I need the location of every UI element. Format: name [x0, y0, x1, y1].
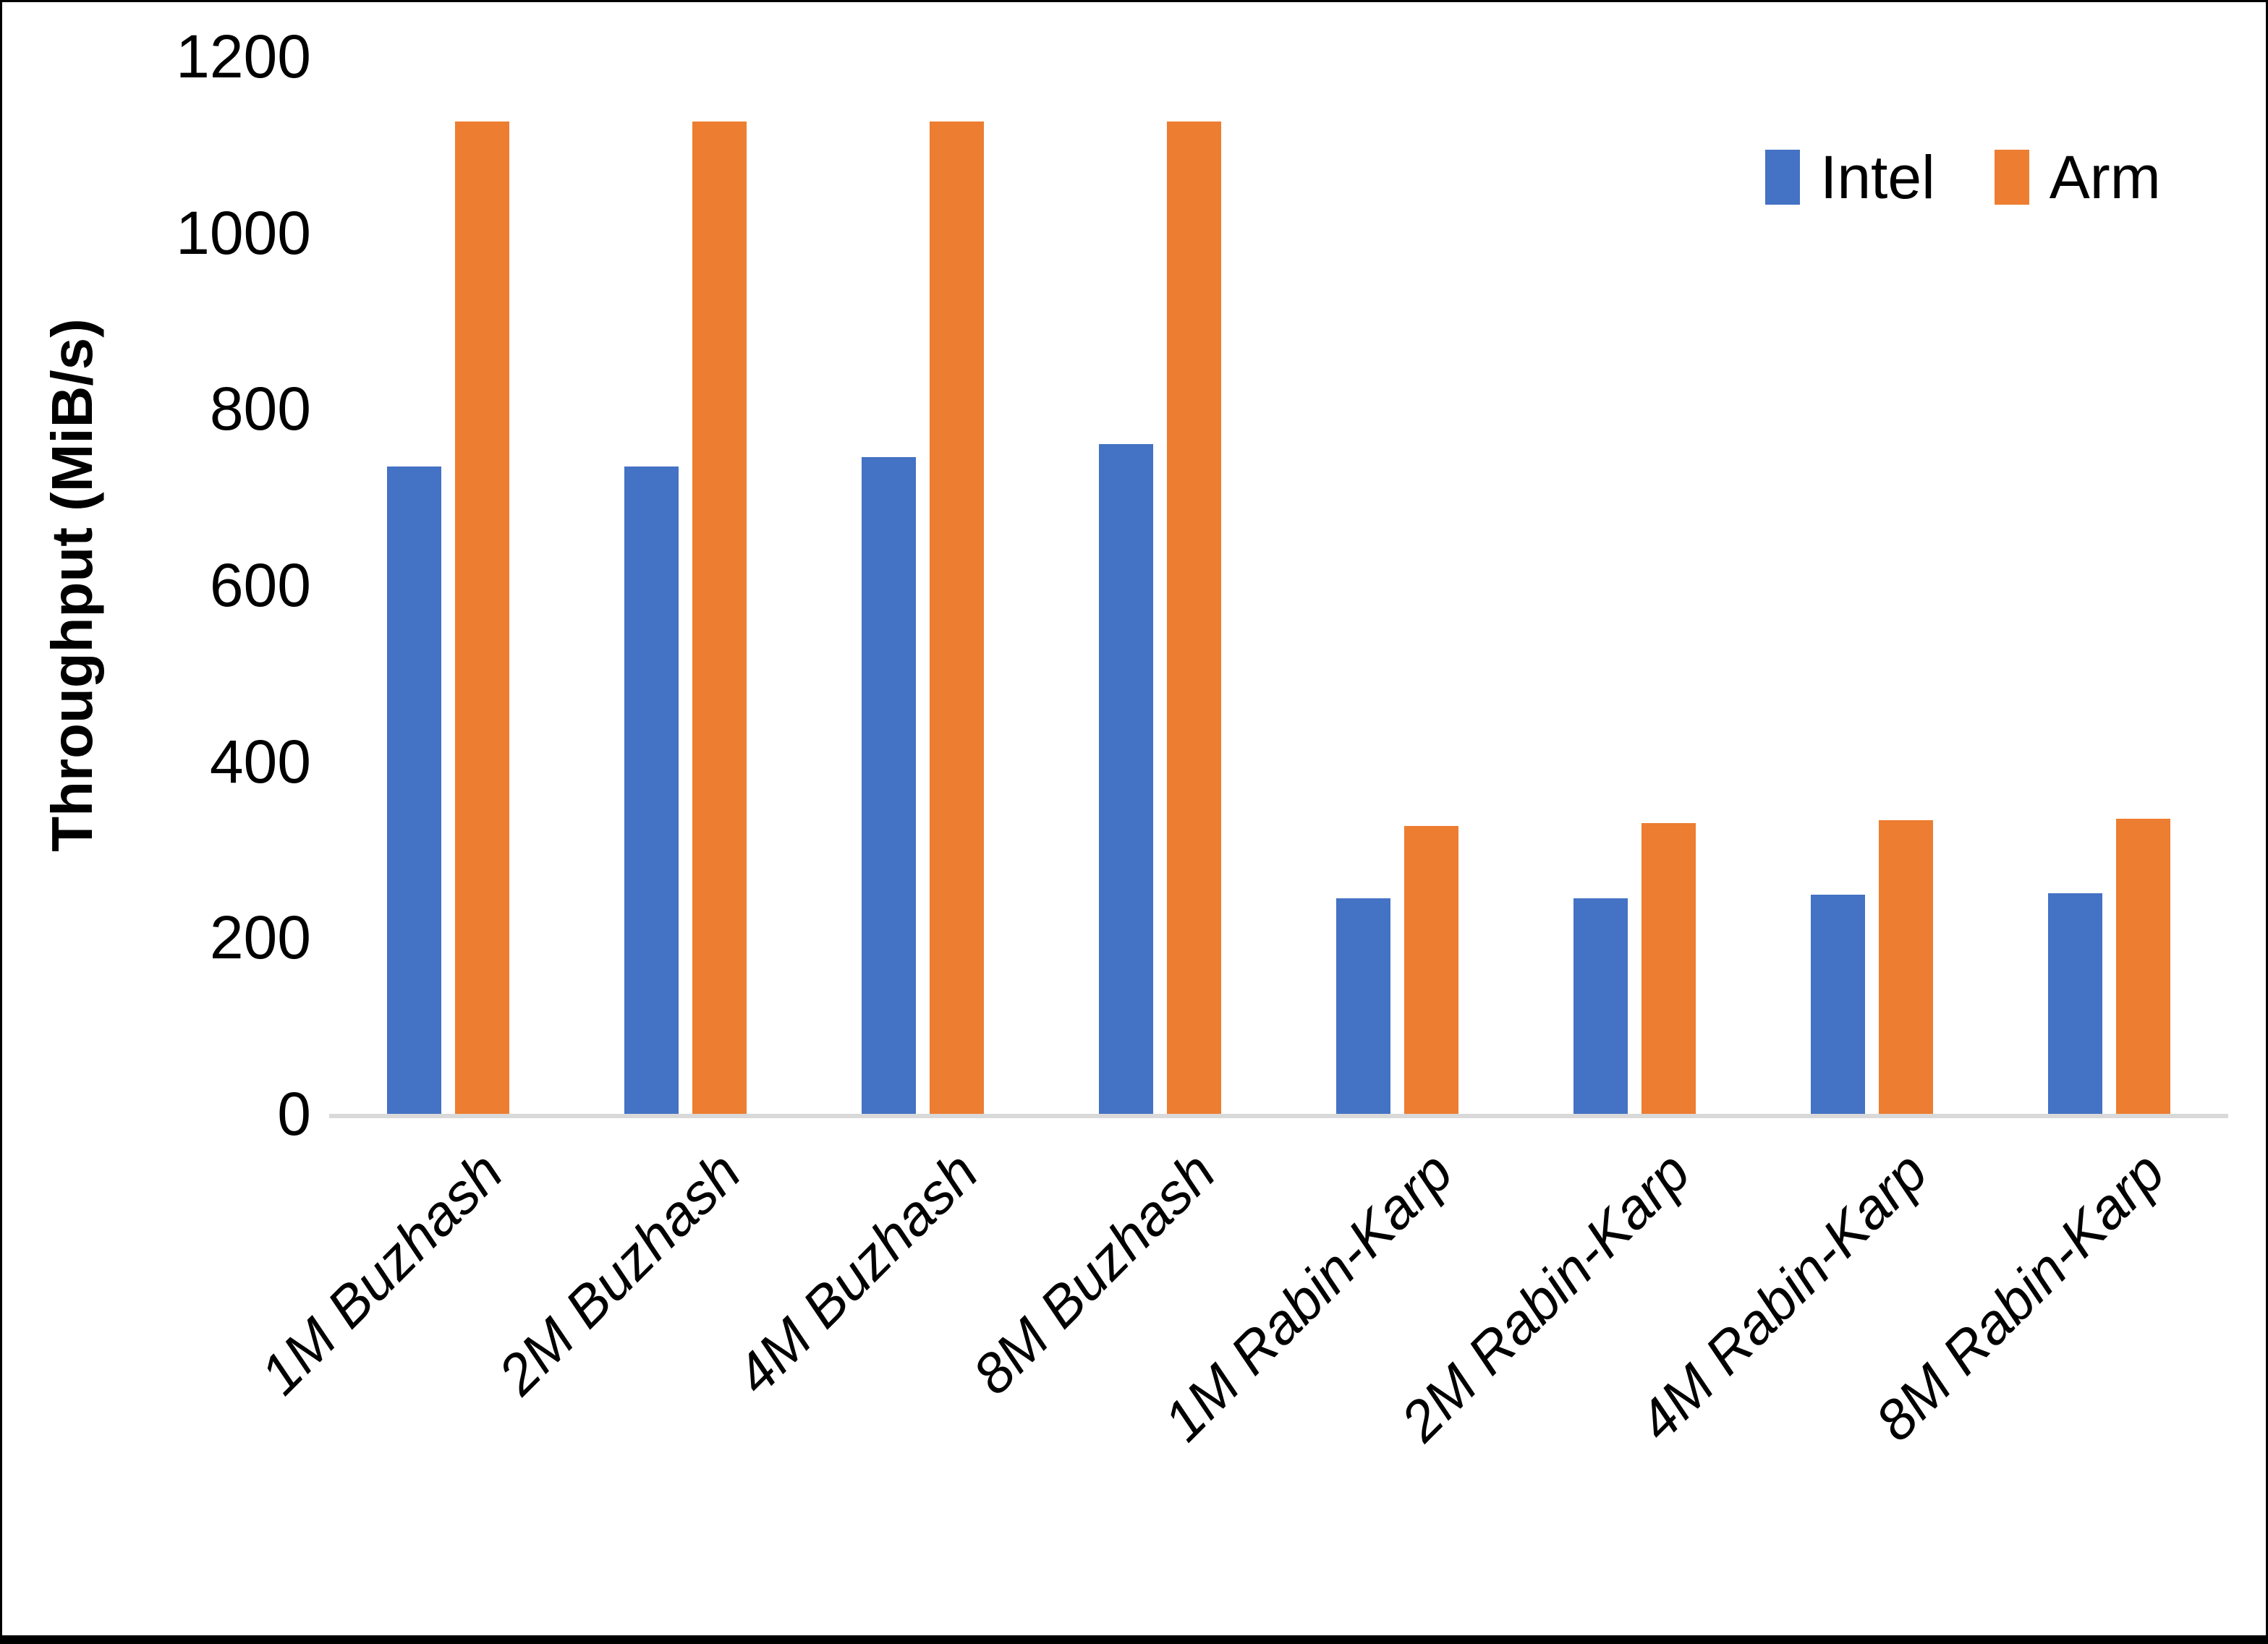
frame-border-left — [0, 0, 2, 1644]
intel-swatch-icon — [1765, 150, 1800, 205]
arm-bar — [1166, 122, 1221, 1114]
legend-entry-arm: Arm — [1994, 143, 2161, 211]
arm-bar — [1641, 823, 1696, 1114]
frame-border-right — [2266, 0, 2268, 1644]
legend-label-arm: Arm — [2049, 143, 2161, 211]
intel-bar — [386, 467, 441, 1114]
intel-bar — [2048, 893, 2103, 1114]
intel-bar — [624, 467, 679, 1114]
bar-group-6 — [1573, 823, 1696, 1114]
arm-bar — [1879, 820, 1934, 1114]
y-tick-label: 600 — [209, 551, 311, 619]
x-category-label: 4M Buzhash — [723, 1139, 990, 1407]
intel-bar — [1098, 444, 1153, 1114]
bar-group-4 — [1098, 122, 1221, 1114]
x-category-label: 8M Buzhash — [960, 1139, 1228, 1407]
y-tick-label: 1000 — [176, 198, 311, 267]
arm-swatch-icon — [1994, 150, 2029, 205]
arm-bar — [2116, 819, 2171, 1114]
intel-bar — [1573, 898, 1628, 1114]
y-tick-label: 1200 — [176, 22, 311, 90]
frame-border-top — [0, 0, 2268, 2]
bar-group-2 — [624, 122, 747, 1114]
bar-group-1 — [386, 122, 509, 1114]
intel-bar — [1336, 898, 1391, 1114]
bar-group-7 — [1811, 820, 1934, 1114]
arm-bar — [929, 122, 984, 1114]
intel-bar — [1811, 895, 1866, 1114]
legend: Intel Arm — [1765, 147, 2161, 208]
plot-area — [329, 56, 2228, 1114]
intel-bar — [861, 457, 916, 1114]
arm-bar — [692, 122, 747, 1114]
y-tick-label: 0 — [277, 1080, 311, 1148]
arm-bar — [1404, 826, 1459, 1114]
bar-group-3 — [861, 122, 984, 1114]
bar-group-5 — [1336, 826, 1459, 1114]
y-tick-label: 200 — [209, 903, 311, 972]
x-category-label: 2M Buzhash — [485, 1139, 753, 1407]
bar-group-8 — [2048, 819, 2171, 1114]
frame-border-bottom — [0, 1635, 2268, 1644]
y-tick-label: 400 — [209, 727, 311, 796]
legend-entry-intel: Intel — [1765, 147, 1935, 208]
x-axis-line — [329, 1114, 2228, 1118]
legend-label-intel: Intel — [1820, 143, 1935, 211]
y-tick-label: 800 — [209, 375, 311, 443]
arm-bar — [454, 122, 509, 1114]
x-category-label: 1M Buzhash — [248, 1139, 515, 1407]
